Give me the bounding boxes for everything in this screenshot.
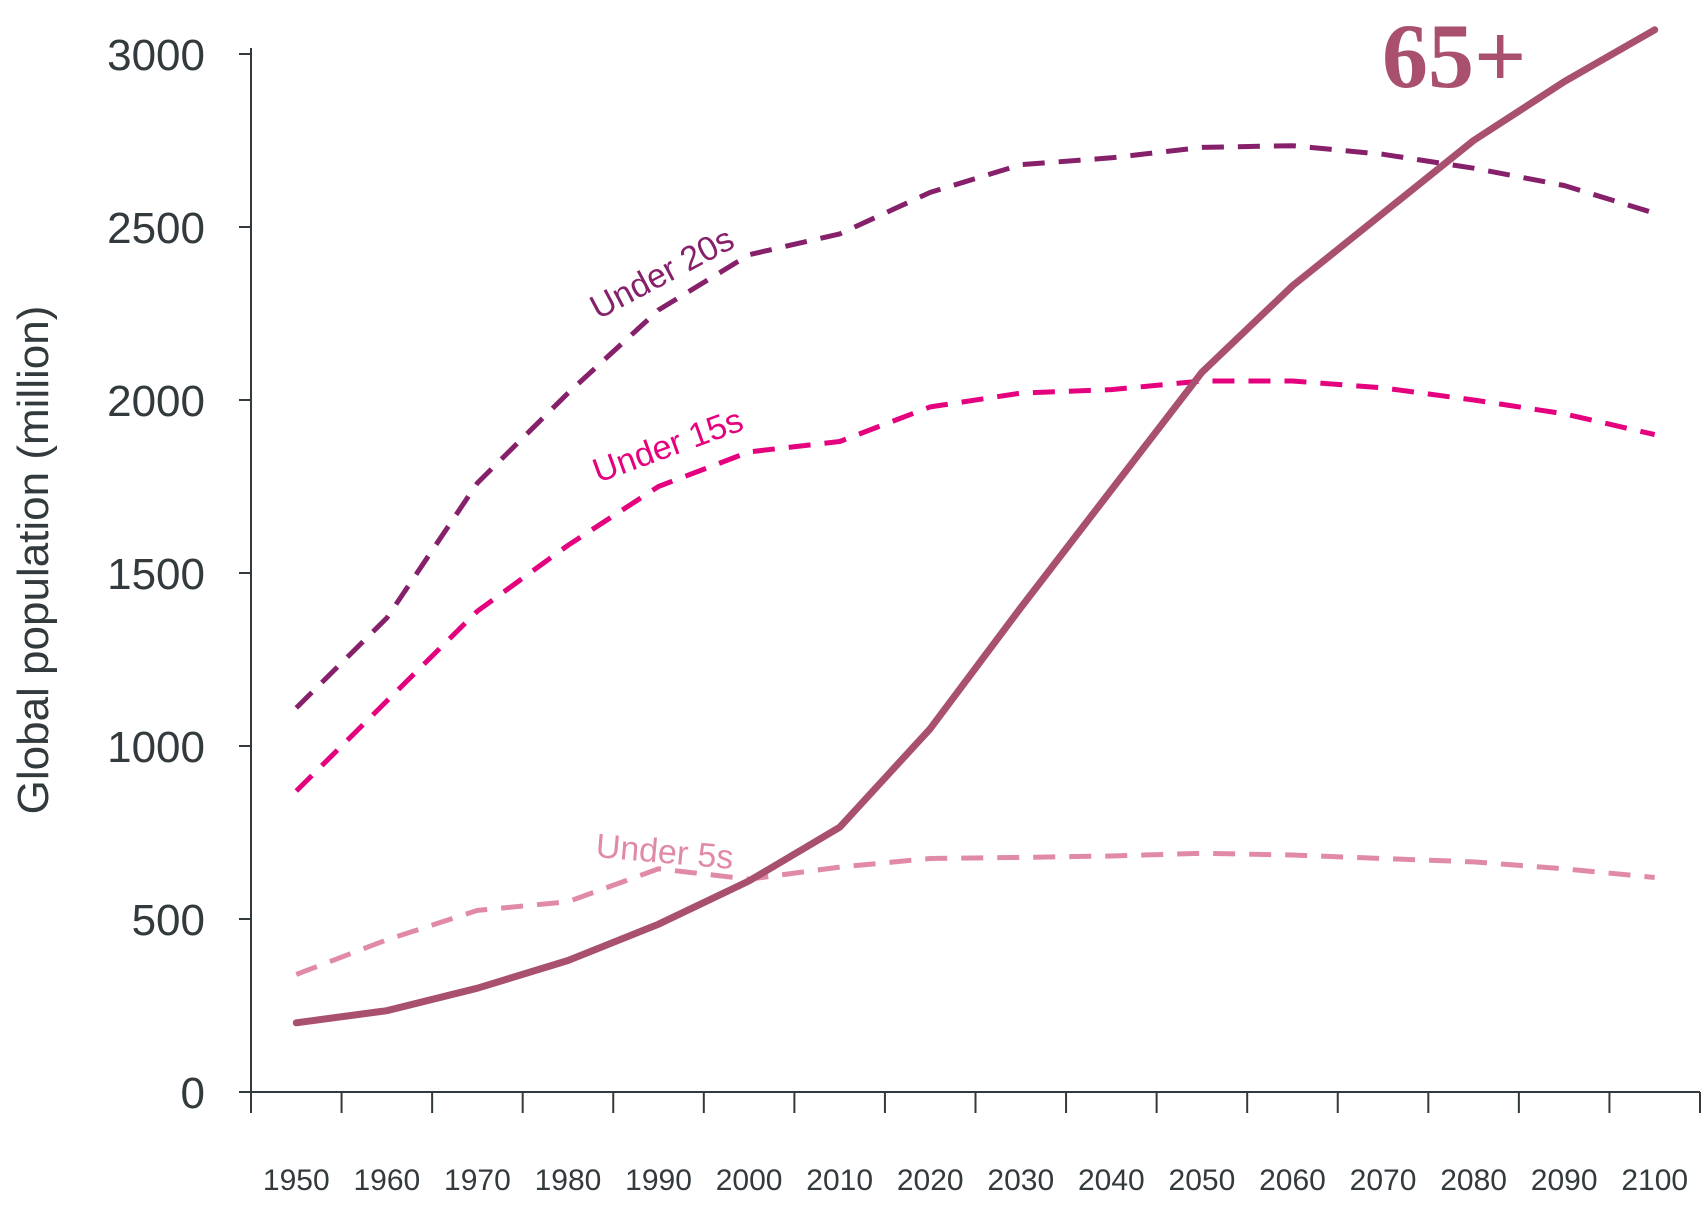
series-labels: Under 20s Under 15s Under 5s 65+ <box>584 5 1527 877</box>
x-tick-label: 2040 <box>1078 1164 1145 1197</box>
x-tick-label: 2020 <box>897 1164 964 1197</box>
y-tick-label: 1000 <box>107 723 205 772</box>
y-tick-label: 0 <box>181 1069 205 1118</box>
x-tick-label: 2070 <box>1350 1164 1417 1197</box>
y-tick-label: 500 <box>132 896 205 945</box>
x-tick-label: 2030 <box>987 1164 1054 1197</box>
x-tick-label: 1990 <box>625 1164 692 1197</box>
x-tick-label: 2060 <box>1259 1164 1326 1197</box>
series-label-under-20s: Under 20s <box>584 220 740 327</box>
y-tick-label: 1500 <box>107 550 205 599</box>
x-tick-label: 1980 <box>535 1164 602 1197</box>
y-axis-title: Global population (million) <box>9 306 58 815</box>
series-label-under-15s: Under 15s <box>588 401 748 490</box>
y-tick-label: 3000 <box>107 31 205 80</box>
x-tick-label: 1950 <box>263 1164 330 1197</box>
series-line-under-15s <box>294 378 1656 793</box>
series-label-under-5s: Under 5s <box>594 827 735 877</box>
x-tick-label: 2010 <box>806 1164 873 1197</box>
x-tick-label: 2090 <box>1531 1164 1598 1197</box>
x-tick-label: 1970 <box>444 1164 511 1197</box>
x-tick-label: 2100 <box>1621 1164 1688 1197</box>
axes: 0 500 1000 1500 2000 2500 3000 1950 1960 1970 1980… <box>107 31 1701 1197</box>
series-lines <box>292 26 1659 1027</box>
x-tick-label: 2080 <box>1440 1164 1507 1197</box>
series-label-65-plus: 65+ <box>1382 5 1526 107</box>
y-tick-label: 2000 <box>107 377 205 426</box>
x-tick-label: 2050 <box>1169 1164 1236 1197</box>
y-tick-label: 2500 <box>107 204 205 253</box>
series-line-65 <box>292 26 1659 1027</box>
x-tick-label: 1960 <box>353 1164 420 1197</box>
series-line-under-5s <box>295 850 1655 977</box>
series-line-under-20s <box>294 143 1656 710</box>
x-tick-label: 2000 <box>716 1164 783 1197</box>
